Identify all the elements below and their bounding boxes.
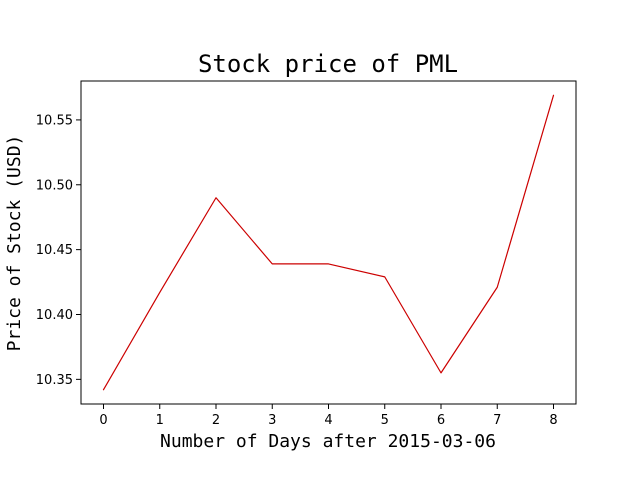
x-tick-label: 5 (381, 413, 389, 428)
plot-frame (80, 80, 577, 405)
series-line-0 (102, 94, 555, 391)
x-tick-label: 0 (99, 413, 107, 428)
y-axis: 10.35 10.40 10.45 10.50 10.55 (36, 113, 81, 388)
chart-title: Stock price of PML (198, 50, 458, 78)
y-tick-label: 10.45 (36, 243, 73, 258)
x-tick-label: 1 (156, 413, 164, 428)
x-tick-label: 3 (268, 413, 276, 428)
y-tick-label: 10.50 (36, 178, 73, 193)
y-tick-label: 10.35 (36, 373, 73, 388)
x-tick-label: 4 (324, 413, 332, 428)
x-axis-label: Number of Days after 2015-03-06 (160, 431, 496, 452)
y-tick-label: 10.40 (36, 308, 73, 323)
x-tick-label: 2 (212, 413, 220, 428)
x-tick-label: 8 (549, 413, 557, 428)
series-layer (102, 94, 555, 391)
x-axis: 0 1 2 3 4 5 6 7 8 (99, 404, 558, 428)
x-tick-label: 6 (437, 413, 445, 428)
x-tick-label: 7 (493, 413, 501, 428)
y-axis-label: Price of Stock (USD) (4, 135, 25, 352)
y-tick-label: 10.55 (36, 113, 73, 128)
